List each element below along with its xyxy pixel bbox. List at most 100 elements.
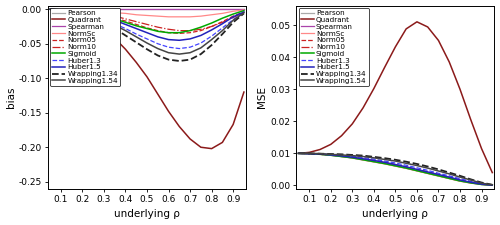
NormSc [490,184,496,187]
Wrapping1.34 [478,181,484,184]
Pearson [58,8,64,11]
Pearson [424,172,430,175]
Quadrant [198,146,204,148]
Wrapping1.34 [47,8,53,11]
Huber1.5 [478,183,484,185]
Huber1.3 [392,162,398,164]
Wrapping1.34 [371,155,377,158]
Line: Norm05: Norm05 [50,9,244,33]
Spearman [80,8,86,11]
Pearson [371,160,377,163]
Pearson [338,155,344,158]
Quadrant [144,76,150,78]
Legend: Pearson, Quadrant, Spearman, NormSc, Norm05, Norm10, Sigmoid, Huber1.3, Huber1.5: Pearson, Quadrant, Spearman, NormSc, Nor… [50,8,120,86]
Wrapping1.34 [296,152,302,155]
NormSc [68,9,74,11]
Huber1.3 [80,12,86,15]
Norm10 [468,181,474,184]
Wrapping1.34 [220,33,226,35]
Pearson [328,154,334,157]
Norm10 [230,16,236,19]
Huber1.3 [176,47,182,50]
Sigmoid [80,11,86,13]
NormSc [360,159,366,162]
Wrapping1.54 [122,29,128,32]
Norm05 [436,173,442,176]
Sigmoid [58,9,64,11]
Sigmoid [68,9,74,12]
Huber1.5 [350,156,356,159]
Wrapping1.34 [457,174,463,177]
Huber1.5 [241,11,247,13]
Wrapping1.34 [392,158,398,161]
NormSc [47,8,53,11]
Huber1.3 [424,169,430,172]
Sigmoid [382,162,388,165]
Spearman [58,8,64,11]
Spearman [468,182,474,184]
Sigmoid [317,153,323,156]
Pearson [208,8,214,11]
Quadrant [155,93,161,95]
Sigmoid [241,9,247,12]
Spearman [68,8,74,11]
Sigmoid [360,158,366,161]
Wrapping1.34 [468,178,474,181]
Huber1.5 [371,159,377,162]
Spearman [198,8,204,11]
Norm10 [436,173,442,176]
Norm05 [90,12,96,15]
Norm05 [468,181,474,184]
Norm10 [80,10,86,13]
Norm10 [90,11,96,14]
Huber1.5 [382,161,388,164]
Huber1.3 [306,152,312,155]
Wrapping1.34 [122,34,128,37]
Huber1.5 [198,34,204,37]
Sigmoid [403,167,409,169]
Quadrant [166,110,172,113]
Wrapping1.54 [208,38,214,41]
Spearman [371,160,377,163]
Quadrant [436,39,442,42]
Sigmoid [338,155,344,158]
Norm05 [490,184,496,187]
Spearman [122,8,128,11]
Line: Sigmoid: Sigmoid [50,9,244,33]
Spearman [208,8,214,11]
Pearson [198,8,204,11]
Wrapping1.34 [90,17,96,20]
Wrapping1.34 [166,58,172,61]
Wrapping1.34 [414,163,420,165]
Quadrant [424,26,430,28]
Norm10 [47,8,53,11]
Quadrant [230,123,236,126]
Quadrant [306,151,312,154]
Line: Quadrant: Quadrant [50,9,244,149]
X-axis label: underlying ρ: underlying ρ [362,209,428,219]
Pearson [187,8,193,11]
Huber1.5 [457,179,463,181]
Huber1.3 [144,38,150,40]
Norm05 [306,152,312,155]
Norm05 [360,158,366,160]
NormSc [101,11,107,13]
NormSc [338,155,344,158]
Norm10 [198,28,204,31]
Huber1.5 [392,163,398,166]
Pearson [350,157,356,159]
Line: Wrapping1.34: Wrapping1.34 [50,9,244,61]
NormSc [90,10,96,13]
Quadrant [68,11,74,14]
Huber1.5 [155,36,161,38]
Quadrant [58,9,64,12]
Norm05 [187,31,193,34]
Norm05 [338,155,344,157]
Wrapping1.54 [490,183,496,186]
Pearson [112,8,117,11]
Norm10 [490,184,496,187]
Pearson [80,8,86,11]
Line: NormSc: NormSc [50,9,244,17]
Norm10 [176,29,182,32]
Huber1.5 [112,19,117,22]
